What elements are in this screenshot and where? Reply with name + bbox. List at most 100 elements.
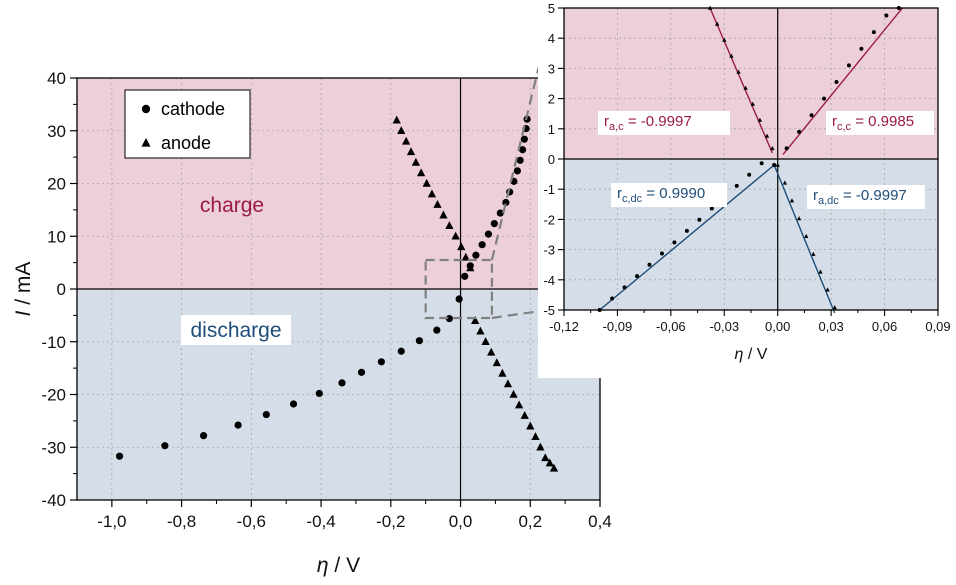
main-y-tick-labels: -40 -30 -20 -10 0 10 20 30 40 [41,69,66,510]
cathode-point [490,219,498,228]
annotation-base: r [832,113,837,130]
annotation-background [611,183,727,207]
anode-point [536,442,545,451]
anode-point [545,458,554,467]
legend-box [124,89,251,159]
cathode-point [315,389,323,398]
anode-point [406,147,416,156]
cathode-point [433,326,441,334]
inset-x-tick-label: 0,03 [818,319,843,334]
inset-y-tick-label: -5 [543,303,555,318]
inset-anode-point [750,101,755,106]
annotation-text: rc,c = 0.9985 [832,113,914,133]
anode-series [392,115,559,472]
anode-point [526,421,535,430]
inset-y-tick-label: -3 [543,243,555,258]
inset-x-tick-label: -0,06 [656,319,686,334]
anode-point [451,231,460,240]
inset-anode-point [782,180,787,185]
annotation-subscript: c,dc [622,193,643,205]
inset-annotations: ra,c = -0.9997 rc,c = 0.9985 rc,dc = 0.9… [598,111,934,209]
cathode-point [472,251,480,259]
inset-cathode-point [672,240,677,245]
annotation-background [807,185,925,209]
zoom-connector-line [491,308,548,320]
inset-anode-point [715,21,720,26]
y-tick-label: 40 [47,69,66,88]
anode-point [549,463,559,472]
inset-x-tick-label: 0,00 [765,319,790,334]
inset-anode-point [804,233,809,239]
anode-point [439,210,448,219]
anode-point [457,242,466,251]
inset-x-axis-symbol: η [735,346,744,363]
inset-y-tick-label: 5 [548,1,555,16]
inset-anode-point [796,216,802,221]
x-tick-label: -0,4 [306,512,335,531]
y-tick-label: -40 [41,491,66,510]
inset-cathode-point [871,30,876,35]
fit-line [599,164,775,311]
annotation-background [598,111,730,135]
x-tick-label: -0,6 [237,512,266,531]
y-axis-symbol: I [12,310,35,316]
cathode-point [520,135,528,143]
inset-anode-point [764,133,770,138]
inset-cathode-point [846,63,851,68]
x-tick-label: -1,0 [97,512,126,531]
anode-point [461,252,470,261]
anode-point [466,263,475,272]
annotation-r-cc: rc,c = 0.9985 [826,111,934,135]
inset-anode-point [736,69,741,74]
annotation-base: r [604,113,609,130]
inset-anode-series [707,5,837,310]
x-tick-label: 0,4 [588,512,612,531]
anode-point [445,221,454,230]
y-tick-label: 10 [47,227,66,246]
annotation-text: rc,dc = 0.9990 [617,185,705,205]
annotation-r-ac: ra,c = -0.9997 [598,111,730,135]
inset-cathode-point [784,146,789,151]
anode-point [427,189,437,198]
anode-point [509,389,518,398]
legend-marker-cathode [141,104,151,114]
anode-point [471,316,480,324]
annotation-subscript: a,c [609,121,624,133]
cathode-point [262,410,270,419]
anode-point [514,400,524,409]
annotation-subscript: c,c [837,121,852,133]
inset-cathode-point [797,129,802,134]
inset-anode-point [743,85,748,90]
annotation-value: = 0.9985 [851,113,914,130]
x-tick-label: 0,0 [449,512,473,531]
inset-x-axis-unit: / V [743,346,767,363]
inset-x-axis-title: η / V [735,346,768,363]
inset-anode-point [832,305,837,310]
inset-x-tick-label: 0,06 [872,319,897,334]
y-tick-label: -10 [41,333,66,352]
cathode-point [513,167,521,175]
inset-discharge-region [564,159,938,310]
inset-x-tick-labels: -0,12 -0,09 -0,06 -0,03 0,00 0,03 0,06 0,09 [549,319,950,334]
legend-marker-anode [141,138,151,147]
zoom-connector-line [490,32,549,261]
legend-label-cathode: cathode [161,99,225,119]
annotation-value: = 0.9990 [642,185,705,202]
inset-y-tick-label: 2 [548,92,555,107]
cathode-point [234,421,242,429]
annotation-subscript: a,dc [818,195,839,207]
anode-point [541,453,550,462]
y-tick-label: 0 [57,280,66,299]
cathode-point [484,230,493,238]
cathode-point [199,432,208,440]
cathode-point [516,156,524,164]
inset-cathode-point [734,183,739,188]
annotation-base: r [617,185,622,202]
y-tick-label: -30 [41,438,66,457]
anode-point [498,368,507,377]
inset-cathode-point [884,13,889,18]
inset-cathode-point [822,96,827,101]
y-tick-label: 20 [47,175,66,194]
inset-cathode-point [772,163,777,168]
inset-y-tick-label: -1 [543,182,555,197]
